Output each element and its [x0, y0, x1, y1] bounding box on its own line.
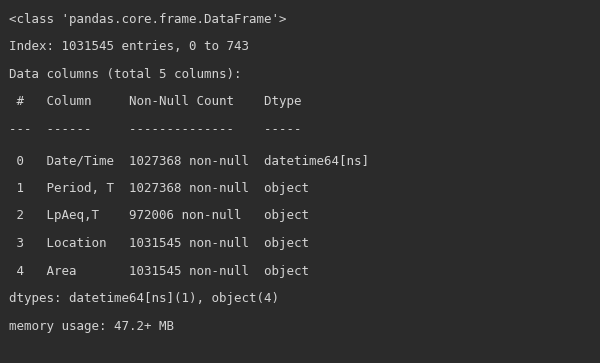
Text: Index: 1031545 entries, 0 to 743: Index: 1031545 entries, 0 to 743 [9, 40, 249, 53]
Text: 1   Period, T  1027368 non-null  object: 1 Period, T 1027368 non-null object [9, 182, 377, 195]
Text: 3   Location   1031545 non-null  object: 3 Location 1031545 non-null object [9, 237, 377, 250]
Text: 2   LpAeq,T    972006 non-null   object: 2 LpAeq,T 972006 non-null object [9, 209, 377, 223]
Text: #   Column     Non-Null Count    Dtype: # Column Non-Null Count Dtype [9, 95, 377, 109]
Text: <class 'pandas.core.frame.DataFrame'>: <class 'pandas.core.frame.DataFrame'> [9, 13, 287, 26]
Text: 0   Date/Time  1027368 non-null  datetime64[ns]: 0 Date/Time 1027368 non-null datetime64[… [9, 154, 377, 167]
Text: Data columns (total 5 columns):: Data columns (total 5 columns): [9, 68, 241, 81]
Text: 4   Area       1031545 non-null  object: 4 Area 1031545 non-null object [9, 265, 377, 278]
Text: memory usage: 47.2+ MB: memory usage: 47.2+ MB [9, 320, 174, 333]
Text: ---  ------     --------------    -----: --- ------ -------------- ----- [9, 123, 377, 136]
Text: dtypes: datetime64[ns](1), object(4): dtypes: datetime64[ns](1), object(4) [9, 292, 279, 305]
